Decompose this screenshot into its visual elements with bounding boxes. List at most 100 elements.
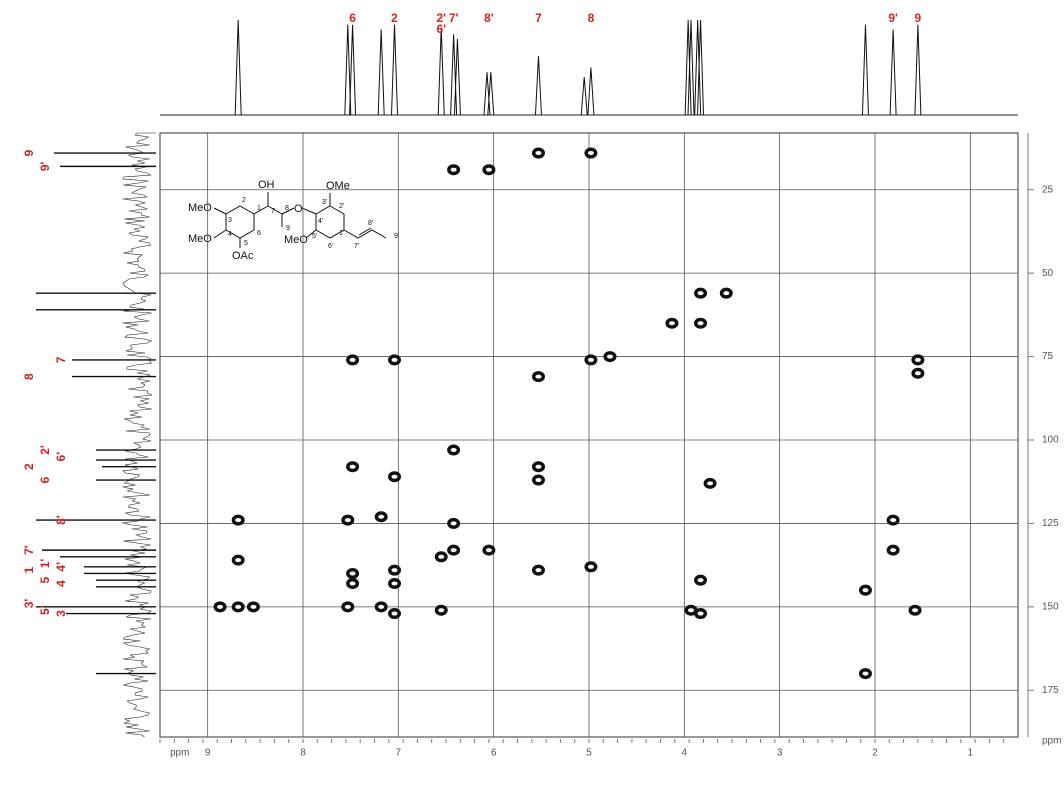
contour: [250, 604, 257, 609]
c-label: 1': [38, 559, 52, 569]
contour: [391, 581, 398, 586]
contour: [914, 357, 921, 362]
h-peak: [344, 24, 352, 116]
contour: [668, 321, 675, 326]
atom-number: 5: [244, 240, 248, 247]
contour: [450, 167, 457, 172]
atom-number: 2': [339, 203, 344, 210]
contour: [450, 548, 457, 553]
y-axis-label: ppm: [1042, 736, 1061, 747]
structure-label: OMe: [326, 180, 350, 192]
noise: [122, 132, 156, 738]
x-tick-label: 2: [872, 748, 878, 759]
contour: [438, 608, 445, 613]
atom-number: 6: [257, 230, 261, 237]
c-label: 2': [38, 445, 52, 455]
contour: [535, 374, 542, 379]
structure-label: MeO: [188, 202, 212, 214]
x-tick-label: 4: [682, 748, 688, 759]
contour: [697, 321, 704, 326]
contour: [606, 354, 613, 359]
y-tick-label: 50: [1042, 268, 1054, 279]
contour: [450, 448, 457, 453]
bonds: [213, 192, 387, 248]
atom-number: 2: [242, 197, 246, 204]
y-tick-label: 150: [1042, 601, 1059, 612]
structure-label: MeO: [284, 234, 308, 246]
contour: [378, 604, 385, 609]
c-label: 5: [38, 577, 52, 584]
y-tick-label: 25: [1042, 184, 1054, 195]
c-label: 7: [54, 356, 68, 363]
contour: [890, 518, 897, 523]
contour: [235, 604, 242, 609]
contour: [535, 151, 542, 156]
contour: [235, 558, 242, 563]
x-tick-label: 9: [205, 748, 211, 759]
h-peak: [349, 24, 357, 116]
c-label: 8: [22, 373, 36, 380]
contour: [912, 608, 919, 613]
contour: [485, 167, 492, 172]
structure-label: MeO: [188, 233, 212, 245]
c-label: 3: [54, 610, 68, 617]
contour: [697, 611, 704, 616]
x-tick-label: 3: [777, 748, 783, 759]
contour: [485, 548, 492, 553]
contour: [349, 581, 356, 586]
c-label: 1: [22, 566, 36, 573]
h-label: 9': [888, 11, 898, 25]
atom-number: 1: [257, 205, 261, 212]
h-peak: [437, 27, 445, 116]
h-peak: [391, 24, 399, 116]
h-peak: [234, 19, 242, 116]
structure-label: OAc: [232, 250, 254, 262]
contour: [349, 571, 356, 576]
atom-number: 9: [286, 225, 290, 232]
contour: [862, 588, 869, 593]
contour: [535, 464, 542, 469]
contour: [349, 357, 356, 362]
c-label: 8': [54, 515, 68, 525]
h-label: 8: [588, 11, 595, 25]
contour: [235, 518, 242, 523]
atom-number: 4: [228, 231, 232, 238]
contour: [707, 481, 714, 486]
atom-number: 8': [368, 220, 373, 227]
contour: [349, 464, 356, 469]
y-tick-label: 175: [1042, 685, 1059, 696]
contour: [697, 291, 704, 296]
c-label: 4': [54, 562, 68, 572]
h-peak: [534, 56, 542, 116]
contour: [535, 478, 542, 483]
atom-number: 4': [318, 218, 323, 225]
h-label: 7': [449, 11, 459, 25]
h-peak: [861, 24, 869, 116]
h-label: 9: [915, 11, 922, 25]
h-peak: [889, 29, 897, 116]
contour: [391, 474, 398, 479]
atom-number: 3: [228, 217, 232, 224]
atom-number: 1': [339, 230, 344, 237]
h-label: 2': [436, 11, 446, 25]
atom-number: 3': [322, 199, 327, 206]
h-peak: [687, 19, 695, 116]
contour: [217, 604, 224, 609]
contour: [450, 521, 457, 526]
x-tick-label: 7: [396, 748, 402, 759]
y-tick-label: 100: [1042, 435, 1059, 446]
y-tick-label: 125: [1042, 518, 1059, 529]
structure-label: OH: [258, 179, 275, 191]
contour: [391, 568, 398, 573]
structure-label: O: [294, 203, 303, 215]
contour: [587, 564, 594, 569]
h-label: 6': [436, 22, 446, 36]
contour: [914, 371, 921, 376]
contour: [378, 514, 385, 519]
h-peak: [694, 19, 702, 116]
y-tick-label: 75: [1042, 351, 1054, 362]
atom-number: 9': [394, 233, 399, 240]
contour: [723, 291, 730, 296]
x-tick-label: 1: [968, 748, 974, 759]
